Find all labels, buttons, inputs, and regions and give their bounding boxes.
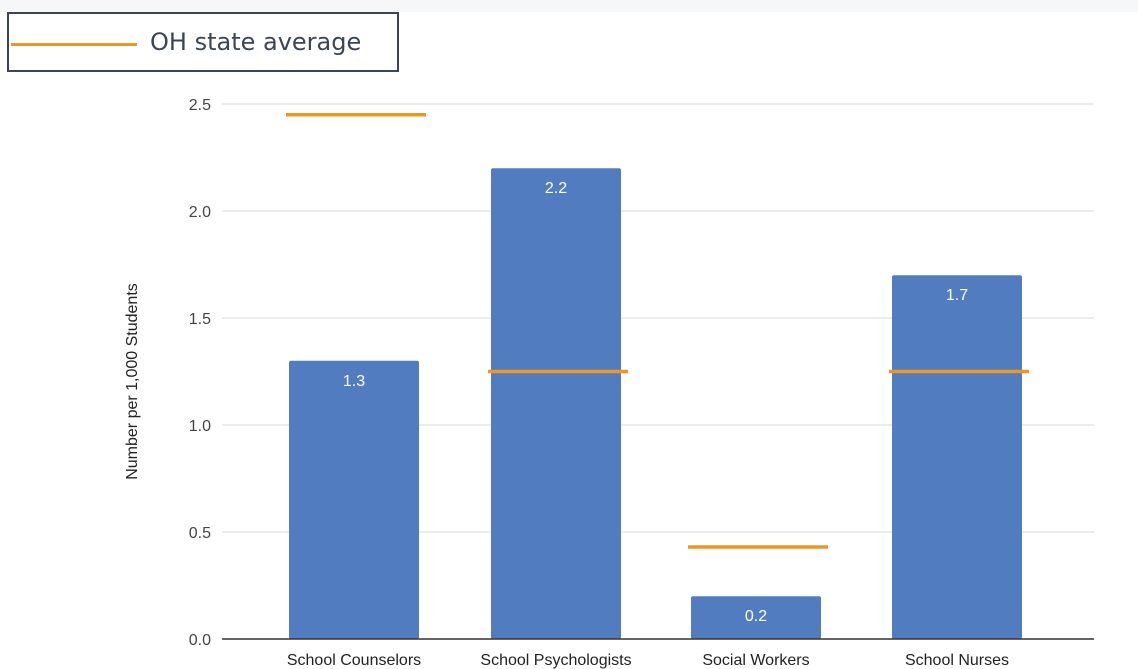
y-tick-label: 1.0 — [189, 418, 211, 435]
x-category-label: Social Workers — [702, 652, 809, 669]
bar-data-label: 0.2 — [745, 608, 767, 625]
y-tick-label: 2.5 — [189, 97, 211, 114]
x-category-label: School Nurses — [905, 652, 1009, 669]
legend-line-swatch — [11, 43, 137, 46]
top-strip — [0, 0, 1138, 12]
y-tick-label: 0.5 — [189, 525, 211, 542]
bar — [691, 596, 821, 639]
y-tick-label: 1.5 — [189, 311, 211, 328]
y-tick-label: 0.0 — [189, 632, 211, 649]
bar — [491, 168, 621, 639]
bar — [892, 275, 1022, 639]
y-tick-label: 2.0 — [189, 204, 211, 221]
bar-data-label: 2.2 — [545, 180, 567, 197]
x-category-label: School Counselors — [287, 652, 421, 669]
bar-data-label: 1.7 — [946, 287, 968, 304]
x-category-label: School Psychologists — [480, 652, 631, 669]
bar-data-label: 1.3 — [343, 373, 365, 390]
legend: OH state average — [7, 12, 399, 72]
y-axis-title: Number per 1,000 Students — [124, 283, 141, 480]
legend-label: OH state average — [150, 28, 362, 56]
bar — [289, 360, 419, 639]
